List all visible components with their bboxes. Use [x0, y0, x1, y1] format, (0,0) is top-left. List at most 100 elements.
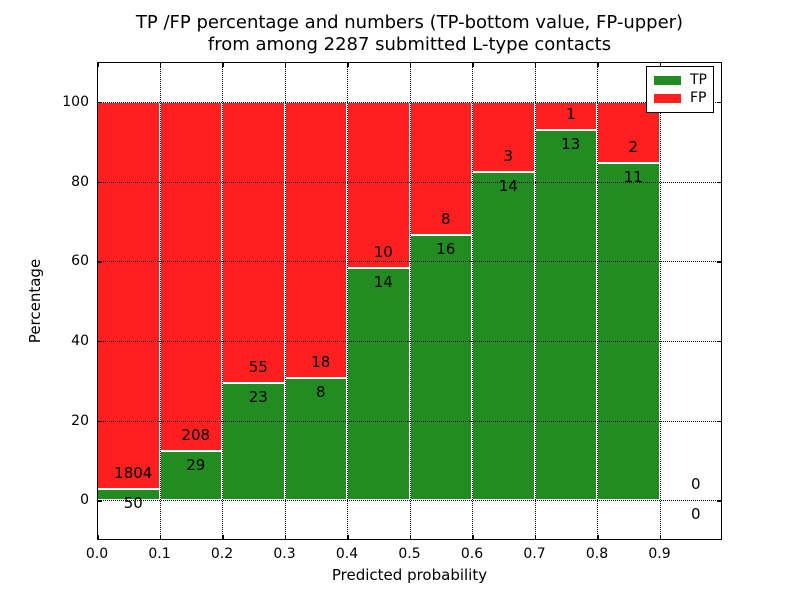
x-tick-top [97, 62, 99, 67]
chart-title-line2: from among 2287 submitted L-type contact… [207, 34, 612, 55]
y-tick-label: 100 [62, 93, 89, 110]
bar-tp-segment [472, 172, 535, 501]
y-tick [97, 420, 102, 422]
x-tick-label: 0.0 [85, 546, 109, 562]
tp-count-label: 23 [248, 387, 268, 406]
gridline-vertical [347, 62, 348, 540]
bar-tp-segment [597, 163, 660, 501]
tp-count-label: 14 [373, 272, 393, 291]
legend: TP FP [646, 66, 714, 113]
bar-tp-segment [159, 451, 222, 501]
gridline-vertical [472, 62, 473, 540]
tp-count-label: 13 [561, 135, 581, 154]
x-tick [472, 535, 474, 540]
tp-count-label: 16 [436, 239, 456, 258]
x-tick [659, 535, 661, 540]
fp-count-label: 8 [440, 209, 451, 228]
fp-count-label: 0 [690, 475, 701, 494]
fp-count-label: 1804 [114, 464, 153, 483]
y-tick-label: 20 [71, 412, 89, 429]
x-tick-label: 0.5 [398, 546, 421, 562]
bar-tp-segment [409, 234, 472, 501]
x-tick-top [222, 62, 224, 67]
fp-count-label: 208 [181, 426, 211, 445]
bar-tp-segment [534, 130, 597, 501]
x-tick-top [284, 62, 286, 67]
x-tick-label: 0.3 [273, 546, 296, 562]
bar-fp-segment [222, 101, 285, 383]
x-tick-top [597, 62, 599, 67]
tp-count-label: 14 [498, 177, 518, 196]
fp-count-label: 18 [311, 352, 331, 371]
y-tick [97, 261, 102, 263]
x-tick-label: 0.9 [648, 546, 671, 562]
y-tick-label: 60 [71, 253, 89, 270]
x-tick [347, 535, 349, 540]
bar-fp-segment [472, 101, 535, 173]
x-tick-top [159, 62, 161, 67]
fp-count-label: 55 [248, 357, 268, 376]
y-tick-right [717, 261, 722, 263]
legend-entry-fp: FP [654, 90, 707, 107]
tp-count-label: 8 [315, 382, 326, 401]
x-tick [284, 535, 286, 540]
y-tick-right [717, 500, 722, 502]
x-tick [409, 535, 411, 540]
bar-fp-segment [159, 101, 222, 452]
gridline-vertical [659, 62, 661, 540]
bar-tp-segment [347, 267, 410, 501]
tp-count-label: 50 [123, 494, 143, 513]
x-tick-label: 0.8 [585, 546, 609, 562]
bar-fp-segment [534, 101, 597, 131]
bar-fp-segment [97, 101, 160, 490]
fp-count-label: 3 [503, 147, 514, 166]
plot-area: 1804 50 208 29 55 23 18 8 10 14 8 16 3 14 1 13 2 11 0 0 [97, 62, 722, 540]
y-axis-label: Percentage [26, 258, 44, 344]
y-tick-label: 80 [71, 173, 89, 190]
gridline-vertical [159, 62, 161, 540]
fp-swatch [654, 94, 681, 104]
x-tick [534, 535, 536, 540]
chart-title-line1: TP /FP percentage and numbers (TP-bottom… [135, 12, 684, 33]
y-tick-right [717, 340, 722, 343]
x-tick-top [347, 62, 349, 67]
x-tick [597, 535, 599, 540]
x-tick-label: 0.6 [460, 546, 484, 562]
y-tick [97, 181, 102, 183]
x-tick-top [534, 62, 536, 67]
x-tick-label: 0.1 [148, 546, 171, 562]
x-tick-label: 0.2 [210, 546, 234, 562]
x-axis-label: Predicted probability [331, 566, 488, 584]
gridline-vertical [409, 62, 411, 540]
x-tick-label: 0.7 [523, 546, 546, 562]
legend-entry-tp: TP [654, 71, 707, 88]
y-tick-right [717, 181, 722, 183]
x-tick-label: 0.4 [335, 546, 359, 562]
x-tick-top [659, 62, 661, 67]
y-tick-right [717, 101, 722, 104]
y-tick-label: 0 [80, 492, 89, 509]
tp-legend-label: TP [690, 71, 707, 88]
x-tick [159, 535, 161, 540]
fp-legend-label: FP [690, 90, 707, 107]
fp-count-label: 1 [565, 105, 576, 124]
y-tick-right [717, 420, 722, 422]
gridline-vertical [284, 62, 286, 540]
x-tick-top [472, 62, 474, 67]
y-tick [97, 101, 102, 104]
chart-title: TP /FP percentage and numbers (TP-bottom… [97, 12, 722, 56]
gridline-vertical [597, 62, 598, 540]
y-tick [97, 340, 102, 343]
y-tick [97, 500, 102, 502]
tp-count-label: 11 [623, 168, 643, 187]
x-tick [222, 535, 224, 540]
x-tick [97, 535, 99, 540]
bar-fp-segment [284, 101, 347, 378]
fp-count-label: 2 [628, 138, 639, 157]
y-tick-label: 40 [71, 332, 89, 349]
gridline-vertical [534, 62, 536, 540]
tp-swatch [654, 75, 681, 85]
gridline-vertical [222, 62, 223, 540]
tp-count-label: 29 [186, 456, 206, 475]
